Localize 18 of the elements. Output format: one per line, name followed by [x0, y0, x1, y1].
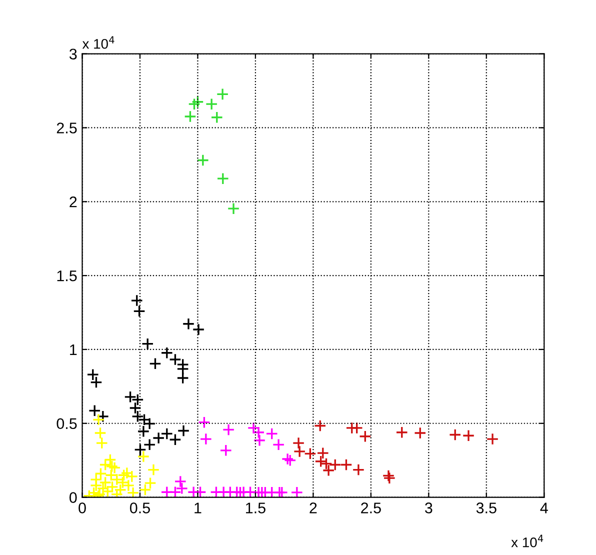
x-tick-label: 4: [540, 502, 548, 514]
x-tick-label: 2: [310, 502, 317, 514]
x-tick-label: 0: [78, 502, 86, 514]
y-tick-label: 2: [70, 196, 77, 208]
y-tick-label: 2.5: [56, 122, 77, 134]
x-tick-label: 1: [194, 502, 202, 514]
y-tick-label: 0: [69, 492, 77, 503]
y-tick-label: 1: [70, 344, 77, 355]
y-tick-label: 1.5: [57, 270, 77, 282]
y-tick-label: 0.5: [56, 418, 77, 430]
x-tick-label: 1.5: [246, 502, 266, 514]
x-tick-label: 2.5: [361, 502, 381, 514]
y-tick-label: 3: [69, 48, 77, 60]
x-tick-label: 3: [425, 502, 432, 514]
text: x 10$^{4}$: [82, 36, 114, 49]
x-tick-label: 3.5: [476, 502, 496, 514]
x-tick-label: 0.5: [130, 502, 150, 514]
text: x 10$^{4}$: [511, 534, 544, 548]
